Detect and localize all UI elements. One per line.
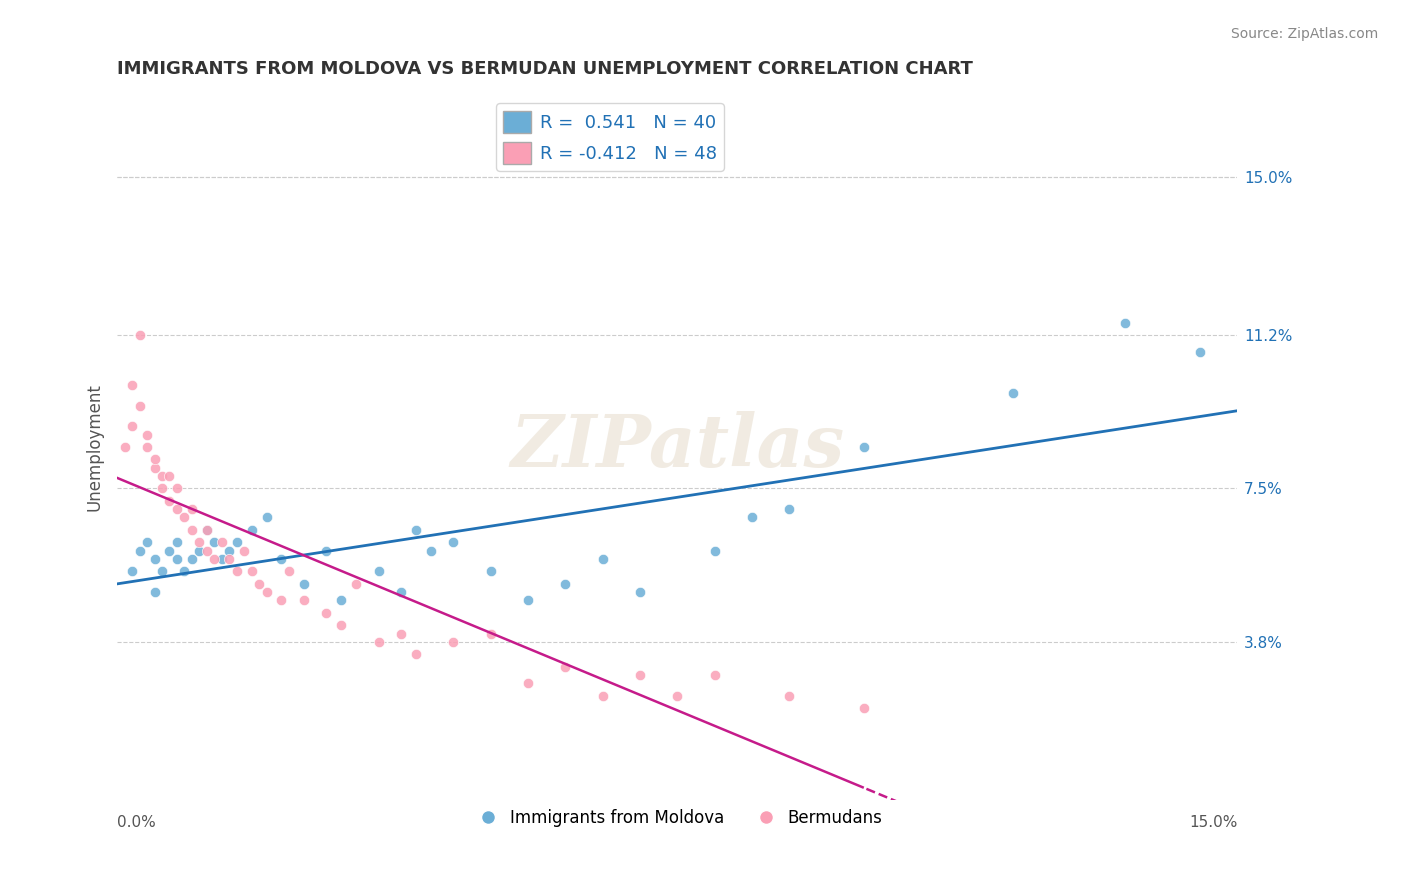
Point [516, 593, 538, 607]
Point [233, 543, 256, 558]
Point [225, 565, 247, 579]
Point [441, 635, 464, 649]
Point [240, 565, 263, 579]
Point [703, 543, 725, 558]
Point [516, 676, 538, 690]
Point [211, 535, 233, 549]
Point [441, 535, 464, 549]
Point [173, 565, 195, 579]
Point [479, 626, 502, 640]
Point [1114, 316, 1136, 330]
Point [479, 565, 502, 579]
Point [367, 565, 389, 579]
Point [180, 502, 202, 516]
Point [628, 668, 651, 682]
Point [143, 460, 166, 475]
Text: 15.0%: 15.0% [1189, 815, 1237, 830]
Point [195, 523, 218, 537]
Text: ZIPatlas: ZIPatlas [510, 411, 844, 483]
Point [592, 552, 614, 566]
Point [202, 535, 225, 549]
Point [344, 577, 367, 591]
Point [159, 469, 181, 483]
Point [166, 482, 188, 496]
Point [150, 469, 173, 483]
Point [195, 523, 218, 537]
Point [703, 668, 725, 682]
Point [666, 689, 689, 703]
Point [121, 565, 143, 579]
Point [136, 427, 159, 442]
Text: Source: ZipAtlas.com: Source: ZipAtlas.com [1230, 27, 1378, 41]
Point [741, 510, 763, 524]
Point [225, 535, 247, 549]
Point [852, 701, 875, 715]
Point [136, 440, 159, 454]
Point [143, 552, 166, 566]
Point [240, 523, 263, 537]
Point [315, 606, 337, 620]
Point [852, 440, 875, 454]
Text: IMMIGRANTS FROM MOLDOVA VS BERMUDAN UNEMPLOYMENT CORRELATION CHART: IMMIGRANTS FROM MOLDOVA VS BERMUDAN UNEM… [117, 60, 973, 78]
Point [218, 543, 240, 558]
Point [128, 399, 150, 413]
Point [592, 689, 614, 703]
Text: 0.0%: 0.0% [117, 815, 156, 830]
Point [180, 552, 202, 566]
Legend: Immigrants from Moldova, Bermudans: Immigrants from Moldova, Bermudans [465, 802, 889, 833]
Y-axis label: Unemployment: Unemployment [86, 383, 103, 511]
Point [166, 552, 188, 566]
Point [554, 577, 576, 591]
Point [1002, 386, 1025, 401]
Point [114, 440, 136, 454]
Point [128, 543, 150, 558]
Point [405, 523, 427, 537]
Point [188, 535, 211, 549]
Point [330, 593, 353, 607]
Point [180, 523, 202, 537]
Point [211, 552, 233, 566]
Point [778, 502, 800, 516]
Point [166, 502, 188, 516]
Point [159, 543, 181, 558]
Point [270, 552, 292, 566]
Point [419, 543, 441, 558]
Point [128, 328, 150, 343]
Point [389, 626, 412, 640]
Point [195, 543, 218, 558]
Point [173, 510, 195, 524]
Point [554, 660, 576, 674]
Point [405, 648, 427, 662]
Point [1188, 344, 1211, 359]
Point [150, 482, 173, 496]
Point [136, 535, 159, 549]
Point [150, 565, 173, 579]
Point [202, 552, 225, 566]
Point [143, 452, 166, 467]
Point [121, 419, 143, 434]
Point [778, 689, 800, 703]
Point [628, 585, 651, 599]
Point [270, 593, 292, 607]
Point [159, 494, 181, 508]
Point [292, 577, 315, 591]
Point [330, 618, 353, 632]
Point [121, 377, 143, 392]
Point [367, 635, 389, 649]
Point [315, 543, 337, 558]
Point [256, 510, 278, 524]
Point [256, 585, 278, 599]
Point [278, 565, 301, 579]
Point [188, 543, 211, 558]
Point [389, 585, 412, 599]
Point [247, 577, 270, 591]
Point [218, 552, 240, 566]
Point [143, 585, 166, 599]
Point [292, 593, 315, 607]
Point [166, 535, 188, 549]
